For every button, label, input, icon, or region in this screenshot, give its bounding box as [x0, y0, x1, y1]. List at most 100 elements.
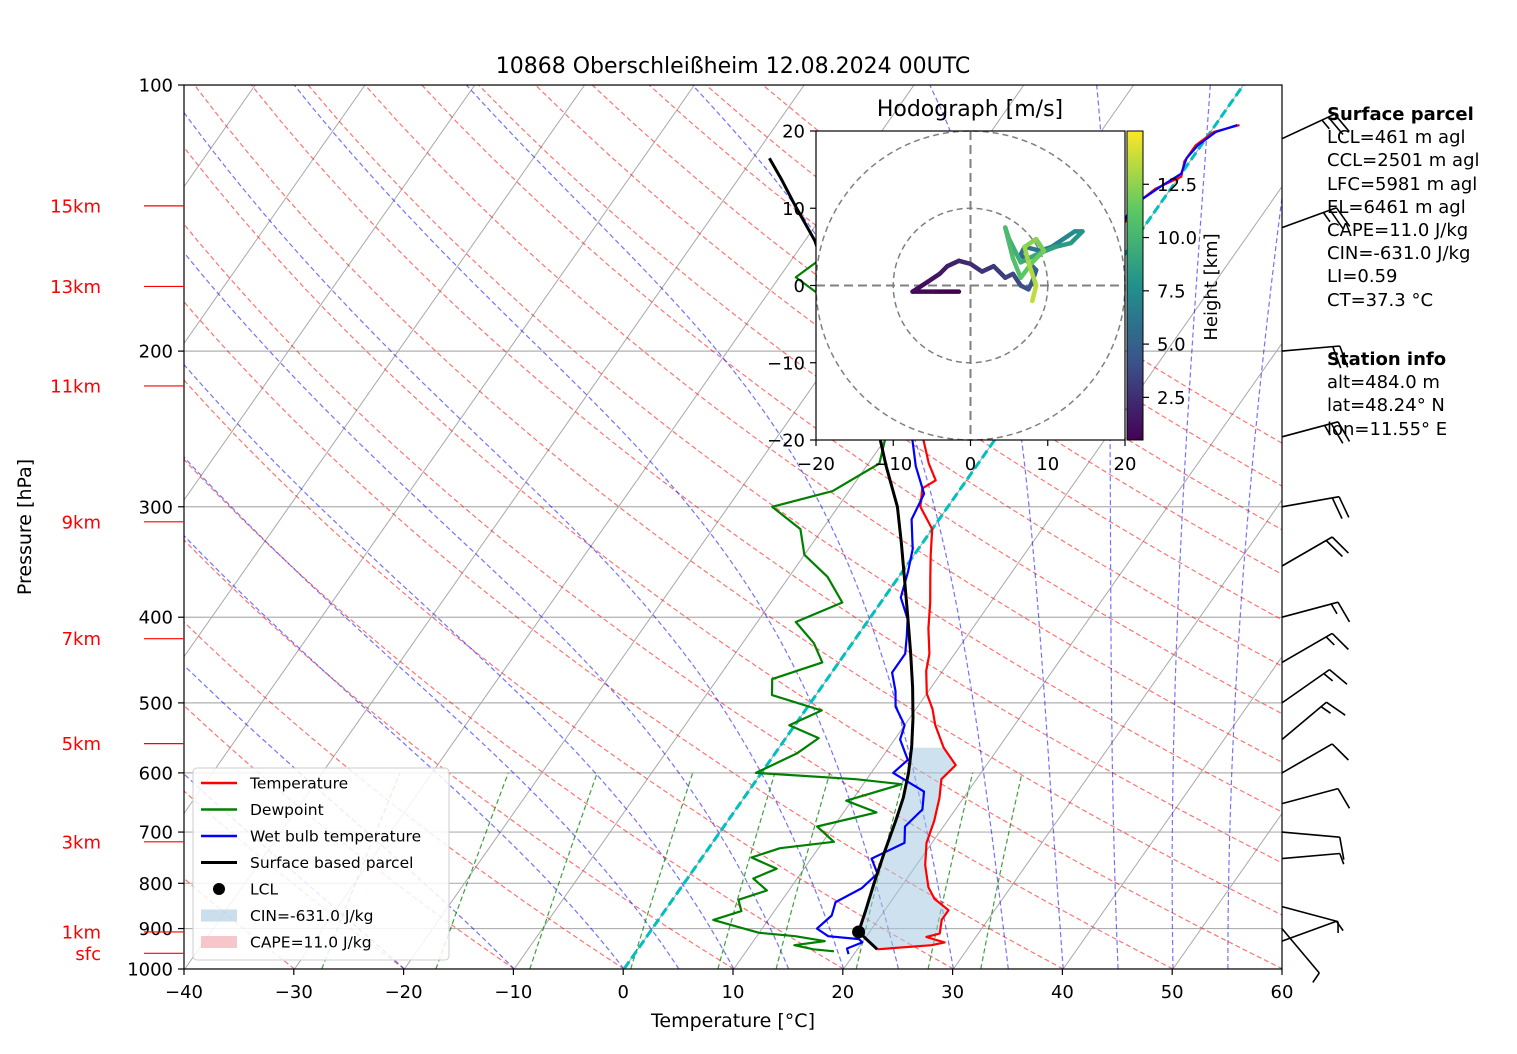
wind-barb-flag: [1331, 632, 1349, 651]
wind-barb-flag: [1337, 601, 1351, 623]
x-tick-label: 0: [617, 982, 628, 1003]
isotherm-gridline: [184, 85, 586, 658]
wind-barb-flag: [1337, 788, 1351, 809]
hodograph-segment: [1010, 271, 1023, 288]
colorbar-tick-label: 5.0: [1157, 335, 1186, 356]
wind-barb-staff: [1281, 207, 1337, 229]
legend-label: CAPE=11.0 J/kg: [250, 934, 372, 952]
wind-barb-staff: [1281, 920, 1337, 942]
hodograph-y-tick-label: 0: [794, 276, 805, 297]
dry-adiabat: [250, 85, 1282, 864]
x-axis-label: Temperature [°C]: [650, 1010, 815, 1032]
station-info-title: Station info: [1327, 349, 1447, 370]
isotherm-gridline: [184, 85, 695, 815]
legend-label: LCL: [250, 881, 278, 899]
isotherm-gridline: [1062, 655, 1282, 969]
surface-parcel-cin: CIN=-631.0 J/kg: [1327, 243, 1471, 265]
height-label: 15km: [50, 196, 101, 217]
wind-barb-staff: [1281, 601, 1339, 618]
dry-adiabat: [762, 85, 1282, 444]
wind-barb-staff: [1281, 421, 1339, 438]
moist-adiabat: [184, 111, 845, 969]
hodograph-segment: [1033, 236, 1047, 253]
moist-adiabat: [184, 251, 790, 969]
surface-parcel-el: EL=6461 m agl: [1327, 196, 1466, 218]
dry-adiabat: [184, 146, 1282, 969]
hodograph-x-tick-label: −20: [797, 454, 835, 475]
moist-adiabat: [184, 363, 735, 969]
wind-barb-flag: [1330, 423, 1344, 444]
wind-barb-half: [1322, 212, 1331, 223]
wind-barb: [1281, 345, 1349, 369]
wind-barb-flag: [1331, 497, 1343, 519]
moist-adiabat: [184, 456, 680, 969]
cape-cin-fills: [858, 747, 955, 950]
wind-barb-half: [1335, 920, 1344, 932]
chart-title: 10868 Oberschleißheim 12.08.2024 00UTC: [496, 54, 971, 79]
surface-parcel-li: LI=0.59: [1327, 266, 1398, 288]
hodograph-x-tick-label: 10: [1036, 454, 1059, 475]
wind-barb: [1281, 207, 1351, 230]
hodograph-segment: [1053, 240, 1074, 250]
x-tick-label: −30: [275, 982, 313, 1003]
dry-adiabat: [364, 85, 1282, 763]
moist-adiabat: [1171, 85, 1211, 969]
wind-barb: [1281, 601, 1351, 623]
isotherm-gridline: [184, 85, 476, 501]
dry-adiabat: [184, 539, 735, 969]
surface-parcel-ccl: CCL=2501 m agl: [1327, 150, 1480, 172]
wind-barb-flag: [1329, 209, 1344, 230]
wind-barb-staff: [1281, 668, 1330, 704]
height-label: 7km: [62, 629, 101, 650]
hodograph-y-tick-label: 20: [782, 122, 805, 143]
wind-barb-flag: [1327, 116, 1344, 136]
moist-adiabat: [184, 534, 625, 969]
hodograph-x-tick-label: −10: [874, 454, 912, 475]
wind-barb-staff: [1281, 905, 1339, 923]
legend-swatch: [213, 883, 225, 895]
wind-barb-flag: [1335, 207, 1351, 227]
x-tick-label: 20: [831, 982, 854, 1003]
y-axis-label: Pressure [hPa]: [14, 459, 36, 595]
mixing-ratio-line: [630, 772, 694, 969]
wind-barb-flag: [1339, 345, 1349, 368]
dry-adiabat: [705, 85, 1282, 487]
dry-adiabat: [184, 379, 954, 969]
wind-barb-staff: [1281, 928, 1320, 974]
legend-swatch: [201, 936, 237, 948]
dry-adiabat: [194, 85, 1282, 916]
hodograph-segment: [1022, 236, 1039, 250]
wind-barb: [1281, 928, 1320, 983]
wind-barb: [1281, 920, 1344, 942]
y-tick-label: 400: [139, 608, 173, 629]
hodograph-inset: Hodograph [m/s] −20−20 −10 −10 0 0 10 10 20 20 2.…: [767, 97, 1222, 475]
wind-barb: [1281, 905, 1339, 934]
colorbar-label: Height [km]: [1201, 233, 1222, 340]
height-label: 3km: [62, 832, 101, 853]
cin-area: [858, 747, 955, 950]
surface-parcel-ct: CT=37.3 °C: [1327, 289, 1434, 311]
wind-barb-staff: [1281, 743, 1333, 774]
colorbar-tick-label: 2.5: [1157, 388, 1186, 409]
isotherm-gridline: [843, 342, 1282, 969]
x-tick-label: −20: [385, 982, 423, 1003]
height-label: sfc: [75, 944, 101, 965]
wind-barb-staff: [1281, 701, 1327, 741]
y-tick-label: 100: [139, 76, 173, 97]
y-tick-label: 1000: [127, 960, 173, 981]
y-tick-label: 600: [139, 763, 173, 784]
hodograph-segment: [991, 263, 1008, 281]
wind-barb-flag: [1333, 113, 1350, 133]
wind-barb: [1281, 701, 1346, 741]
y-tick-label: 900: [139, 919, 173, 940]
wind-barb-flag: [1325, 701, 1346, 716]
wind-barb-half: [1320, 706, 1331, 714]
wind-barb-staff: [1281, 632, 1333, 664]
isotherm-gridline: [952, 499, 1282, 969]
x-tick-label: 30: [941, 982, 964, 1003]
hodograph-segment: [925, 271, 942, 284]
wind-barb-flag: [1325, 539, 1343, 558]
wind-barb-flag: [1328, 668, 1348, 685]
hodograph-y-tick-label: −20: [767, 431, 805, 452]
colorbar-tick-label: 10.0: [1157, 228, 1197, 249]
